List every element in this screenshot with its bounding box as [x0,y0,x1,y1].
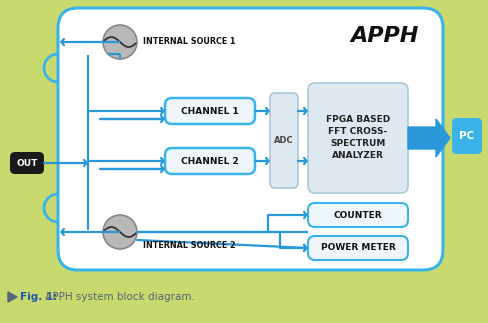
Text: SPECTRUM: SPECTRUM [330,140,386,149]
Text: PC: PC [459,131,475,141]
Text: OUT: OUT [16,159,38,168]
Text: ANALYZER: ANALYZER [332,151,384,161]
Circle shape [103,25,137,59]
FancyBboxPatch shape [165,98,255,124]
FancyBboxPatch shape [308,236,408,260]
FancyBboxPatch shape [58,8,443,270]
Text: APPH: APPH [351,26,419,46]
Text: COUNTER: COUNTER [334,211,382,220]
FancyArrow shape [408,119,450,157]
Text: ADC: ADC [274,136,294,145]
FancyBboxPatch shape [452,118,482,154]
Text: INTERNAL SOURCE 2: INTERNAL SOURCE 2 [143,242,236,251]
Text: CHANNEL 1: CHANNEL 1 [181,107,239,116]
Text: FPGA BASED: FPGA BASED [326,116,390,124]
FancyBboxPatch shape [165,148,255,174]
Text: POWER METER: POWER METER [321,244,395,253]
Text: INTERNAL SOURCE 1: INTERNAL SOURCE 1 [143,37,236,47]
Text: APPH system block diagram.: APPH system block diagram. [42,292,195,302]
Text: CHANNEL 2: CHANNEL 2 [181,157,239,165]
Polygon shape [8,292,17,302]
FancyBboxPatch shape [270,93,298,188]
Text: Fig. 1:: Fig. 1: [20,292,57,302]
Text: FFT CROSS-: FFT CROSS- [328,128,387,137]
Circle shape [103,215,137,249]
FancyBboxPatch shape [308,203,408,227]
FancyBboxPatch shape [308,83,408,193]
FancyBboxPatch shape [10,152,44,174]
